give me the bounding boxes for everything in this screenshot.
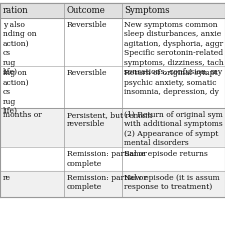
Text: New symptoms common
sleep disturbances, anxie
agitation, dysphoria, aggr
Specifi: New symptoms common sleep disturbances, …: [124, 21, 224, 76]
Bar: [0, 18, 225, 66]
Text: Symptoms: Symptoms: [124, 6, 170, 15]
Text: Outcome: Outcome: [67, 6, 106, 15]
Text: Return of original sympt
psychic anxiety, somatic
insomnia, depression, dy: Return of original sympt psychic anxiety…: [124, 69, 219, 96]
Text: Remission: partial or
complete: Remission: partial or complete: [67, 174, 147, 191]
Text: Remission: partial or
complete: Remission: partial or complete: [67, 150, 147, 168]
Text: Same episode returns: Same episode returns: [124, 150, 208, 158]
Bar: [0, 108, 225, 147]
Text: Reversible: Reversible: [67, 21, 107, 29]
Text: Reversible: Reversible: [67, 69, 107, 77]
Bar: [0, 171, 225, 197]
Text: re: re: [3, 174, 11, 182]
Text: ing on
action)
cs
rug
life): ing on action) cs rug life): [3, 69, 29, 115]
Text: New episode (it is assum
response to treatment): New episode (it is assum response to tre…: [124, 174, 220, 191]
Text: ration: ration: [3, 6, 28, 15]
Bar: [0, 147, 225, 171]
Text: months or: months or: [3, 111, 41, 119]
Bar: [0, 3, 225, 18]
Text: Persistent, but remain
reversible: Persistent, but remain reversible: [67, 111, 152, 128]
Bar: [0, 66, 225, 108]
Text: (1) Return of original sym
with additional symptoms
(2) Appearance of sympt
ment: (1) Return of original sym with addition…: [124, 111, 223, 147]
Text: y also
nding on
action)
cs
rug
life): y also nding on action) cs rug life): [3, 21, 36, 76]
